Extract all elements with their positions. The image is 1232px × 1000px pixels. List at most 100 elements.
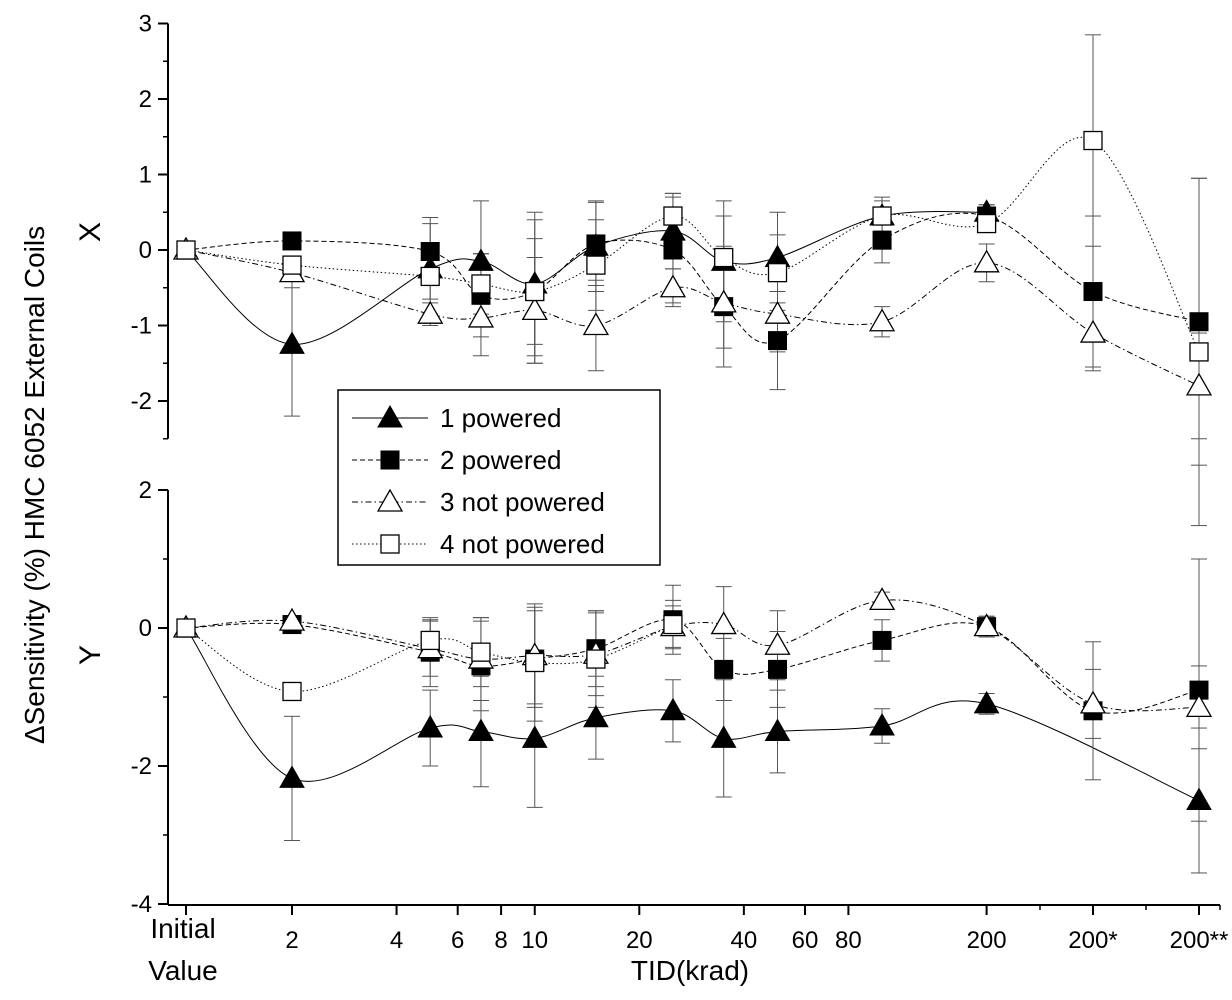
legend-label: 3 not powered [440,487,605,517]
data-point-3 [973,249,1000,273]
data-point-3 [278,607,306,631]
x-tick-label: 80 [835,927,862,954]
legend-marker [380,534,400,554]
data-point-3 [764,631,791,655]
data-point-3 [467,304,495,328]
data-point-2 [768,331,788,351]
data-point-4 [525,281,545,302]
x-tick-label: 20 [626,927,653,954]
data-point-3 [868,308,896,332]
data-point-4 [663,206,683,226]
x-tick-label: 10 [521,927,548,954]
data-point-4 [420,630,440,651]
data-point-1 [869,712,895,736]
data-point-1 [468,718,494,741]
data-point-1 [583,704,609,728]
series-line-2-x [185,212,1200,344]
x-axis-label: TID(krad) [631,955,749,986]
data-point-4 [872,206,892,226]
panel-label-y: Y [74,645,107,665]
series-line-4-x [185,137,1200,353]
y-tick-label: 3 [139,11,152,38]
data-point-2 [586,234,606,254]
data-point-2 [1083,282,1103,302]
data-point-2 [872,630,892,650]
data-point-4 [1189,342,1209,362]
data-point-3 [417,300,444,324]
data-point-2 [872,230,892,250]
y-tick-label: 1 [139,162,152,189]
x-tick-label: 200 [967,927,1007,954]
data-point-3 [764,300,791,324]
data-point-4 [282,681,302,702]
data-point-3 [1079,690,1107,714]
data-point-2 [282,231,302,251]
x-tick-label: 2 [285,927,298,954]
data-point-4 [471,642,491,662]
series-line-3-x [185,249,1200,387]
data-point-3 [582,312,610,336]
data-point-1 [521,725,548,748]
data-point-3 [659,274,687,298]
data-point-4 [176,618,196,638]
y-tick-label: 2 [139,86,152,113]
data-point-3 [973,613,1000,637]
data-point-4 [176,240,196,260]
x-tick-label: 8 [494,927,507,954]
series-line-3-y [185,599,1200,712]
data-point-1 [973,690,1000,714]
data-point-2 [768,659,788,679]
data-point-4 [1083,130,1103,151]
data-markers [172,130,1213,810]
x-tick-label: 60 [792,927,819,954]
data-point-4 [767,262,788,283]
legend: 1 powered 2 powered 3 not powered 4 not pow… [337,389,661,566]
data-point-4 [586,255,606,275]
data-point-4 [714,247,734,268]
data-point-2 [420,242,440,262]
legend-marker [380,450,400,470]
y-tick-label: -1 [131,313,152,340]
y-axis-label: ΔSensitivity (%) HMC 6052 External Coils [19,226,50,744]
data-point-1 [279,331,305,354]
legend-label: 2 powered [440,445,561,475]
data-point-4 [663,614,683,635]
data-point-3 [1185,694,1213,717]
y-tick-label: -2 [131,388,152,415]
data-point-4 [471,274,491,294]
axes: -2 -1 0 1 2 3 X -4 -2 0 2 Y Initial Value 2 4 6 8 10 20 40 60… [74,11,1228,987]
data-point-1 [468,248,494,271]
data-point-1 [660,218,686,241]
data-point-2 [1189,312,1209,332]
data-point-4 [282,255,302,275]
data-point-1 [1186,787,1212,810]
legend-marker [377,404,403,428]
y-tick-label: -4 [131,891,152,918]
data-point-1 [279,765,305,788]
data-point-1 [660,697,686,721]
data-point-3 [710,289,737,313]
legend-label: 1 powered [440,403,561,433]
series-line-2-y [185,619,1200,714]
data-point-2 [663,240,683,260]
x-tick-label: 4 [390,927,403,954]
data-point-1 [710,725,737,748]
data-point-1 [764,718,791,741]
y-tick-label: 0 [139,615,152,642]
data-point-3 [868,587,896,611]
x-tick-label: 200** [1170,927,1229,954]
data-point-2 [714,659,734,679]
y-tick-label: -2 [131,753,152,780]
x-tick-label: Initial [150,913,215,944]
series-line-1-y [185,627,1200,801]
x-tick-label: Value [148,955,218,986]
data-point-3 [710,611,737,635]
data-point-4 [525,652,545,673]
data-point-1 [417,715,444,738]
x-tick-label: 6 [451,927,464,954]
x-tick-label: 40 [730,927,757,954]
series-line-4-y [185,624,674,692]
legend-label: 4 not powered [440,529,605,559]
data-point-3 [1185,372,1213,396]
